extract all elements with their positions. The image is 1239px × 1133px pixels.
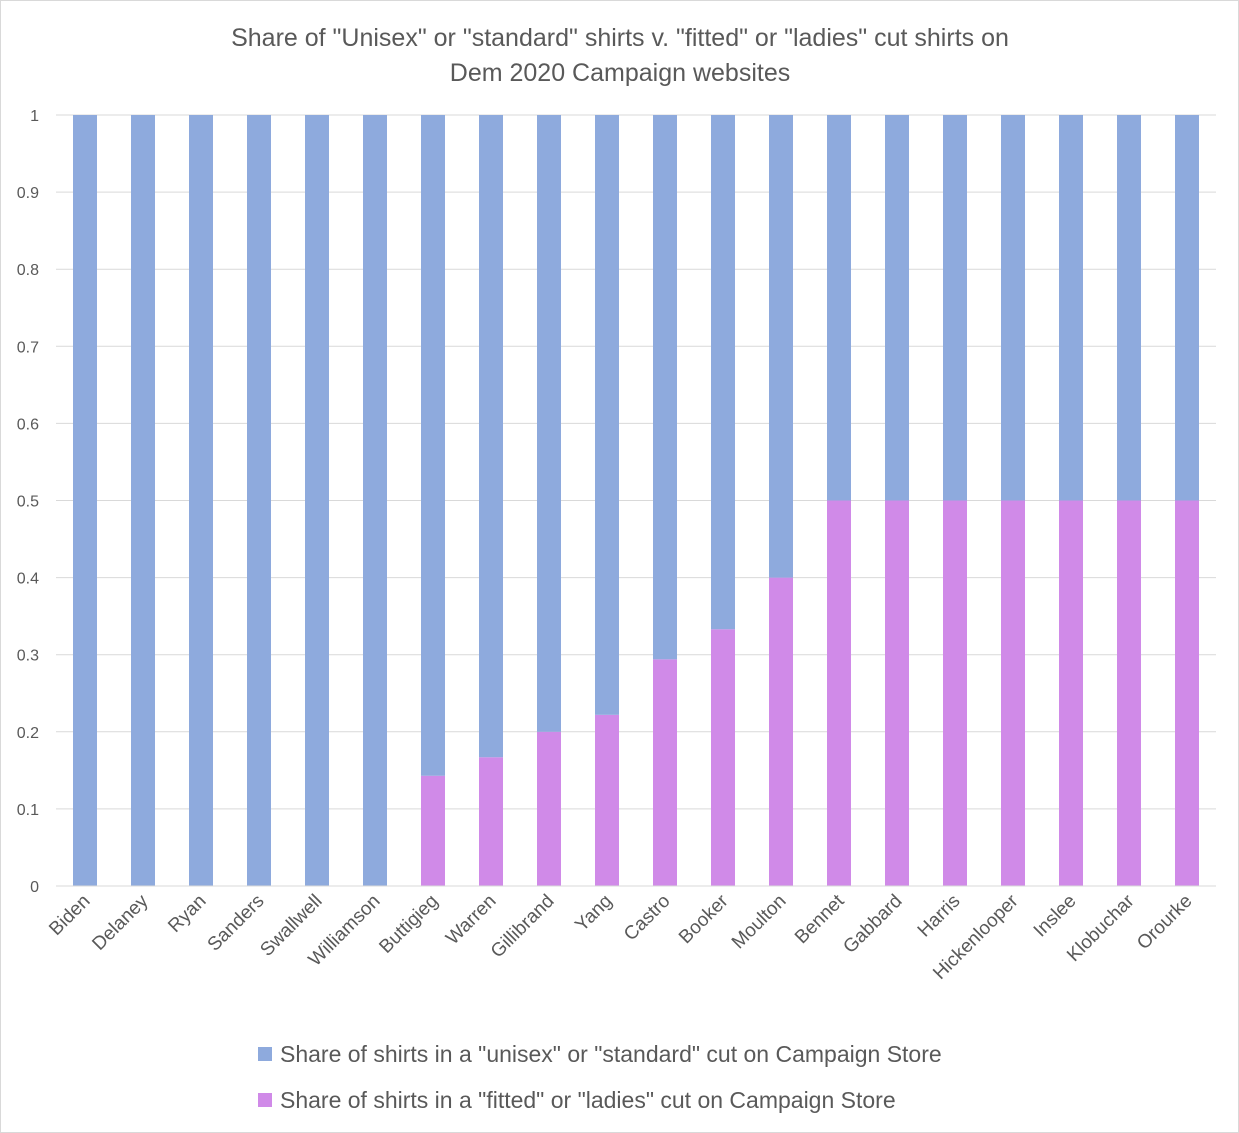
y-tick-label: 0.4	[17, 571, 39, 588]
bar-segment	[537, 731, 561, 886]
bar-segment	[1175, 115, 1199, 501]
x-category-label: Harris	[914, 891, 965, 942]
y-axis-tick-labels: 0 0.1 0.2 0.3 0.4 0.5 0.6 0.7 0.8 0.9 1	[17, 108, 39, 896]
bar-segment	[1117, 115, 1141, 501]
bar-segment	[1001, 500, 1025, 886]
chart-title: Share of "Unisex" or "standard" shirts v…	[231, 24, 1009, 87]
bar-segment	[305, 115, 329, 886]
bar-segment	[1117, 500, 1141, 886]
y-tick-label: 0	[30, 879, 39, 896]
x-category-label: Booker	[675, 890, 733, 948]
x-category-label: Gillibrand	[487, 891, 559, 963]
y-tick-label: 0.2	[17, 725, 39, 742]
legend-label: Share of shirts in a "fitted" or "ladies…	[280, 1087, 896, 1113]
x-category-label: Inslee	[1030, 891, 1081, 942]
x-category-label: Bennet	[791, 890, 849, 948]
y-tick-label: 0.1	[17, 802, 39, 819]
y-tick-label: 0.7	[17, 339, 39, 356]
x-category-label: Warren	[442, 891, 500, 949]
x-category-label: Gabbard	[839, 891, 906, 958]
bar-segment	[827, 500, 851, 886]
bar-segment	[885, 500, 909, 886]
bar-segment	[1059, 115, 1083, 501]
x-category-label: Buttigieg	[375, 891, 442, 958]
bars	[73, 115, 1199, 886]
gridlines	[56, 114, 1216, 810]
bar-segment	[769, 115, 793, 578]
bar-segment	[421, 115, 445, 776]
bar-segment	[711, 629, 735, 886]
bar-segment	[537, 115, 561, 732]
legend-label: Share of shirts in a "unisex" or "standa…	[280, 1041, 942, 1067]
bar-segment	[131, 115, 155, 886]
y-tick-label: 0.8	[17, 262, 39, 279]
x-category-label: Ryan	[164, 891, 210, 937]
bar-segment	[595, 714, 619, 886]
bar-segment	[653, 659, 677, 886]
bar-segment	[421, 775, 445, 886]
bar-segment	[1175, 500, 1199, 886]
x-category-label: Yang	[571, 891, 616, 936]
bar-segment	[479, 115, 503, 758]
bar-segment	[943, 500, 967, 886]
bar-segment	[595, 115, 619, 715]
bar-segment	[1059, 500, 1083, 886]
bar-segment	[653, 115, 677, 660]
chart-title-line-2: Dem 2020 Campaign websites	[450, 59, 790, 87]
x-category-label: Castro	[620, 891, 674, 945]
y-tick-label: 0.6	[17, 416, 39, 433]
chart-title-line-1: Share of "Unisex" or "standard" shirts v…	[231, 24, 1009, 52]
legend: Share of shirts in a "unisex" or "standa…	[258, 1041, 942, 1113]
bar-segment	[189, 115, 213, 886]
bar-segment	[363, 115, 387, 886]
bar-segment	[827, 115, 851, 501]
x-category-label: Moulton	[728, 891, 791, 954]
bar-segment	[711, 115, 735, 630]
bar-segment	[769, 577, 793, 886]
bar-segment	[479, 757, 503, 886]
bar-segment	[73, 115, 97, 886]
y-tick-label: 0.9	[17, 185, 39, 202]
y-tick-label: 0.3	[17, 648, 39, 665]
bar-segment	[943, 115, 967, 501]
legend-swatch	[258, 1047, 272, 1061]
x-category-label: Biden	[45, 891, 94, 940]
y-tick-label: 0.5	[17, 494, 39, 511]
bar-segment	[1001, 115, 1025, 501]
x-category-label: Orourke	[1133, 891, 1196, 954]
x-category-label: Delaney	[88, 890, 152, 954]
bar-segment	[247, 115, 271, 886]
legend-swatch	[258, 1093, 272, 1107]
bar-segment	[885, 115, 909, 501]
y-tick-label: 1	[30, 108, 39, 125]
